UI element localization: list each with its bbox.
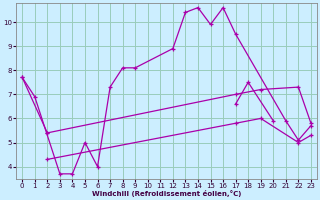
X-axis label: Windchill (Refroidissement éolien,°C): Windchill (Refroidissement éolien,°C)	[92, 190, 241, 197]
